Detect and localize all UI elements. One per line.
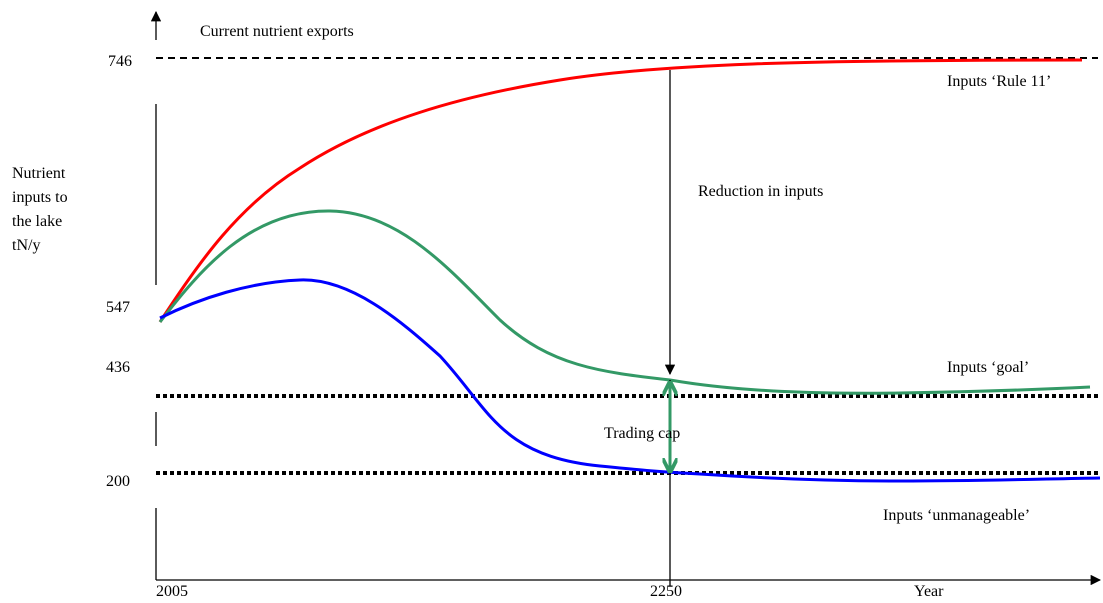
series-rule11-line	[158, 58, 1083, 323]
x-tick-label-2250: 2250	[650, 583, 682, 600]
y-tick-436: 436	[106, 359, 130, 376]
series-unmanageable-label: Inputs ‘unmanageable’	[883, 507, 1031, 524]
trading-cap-annotation: Trading cap	[604, 425, 681, 442]
y-axis-label: Nutrient inputs to the lake tN/y	[12, 165, 68, 254]
x-axis-label: Year	[914, 583, 944, 600]
series-goal-line	[158, 209, 1091, 395]
y-tick-200: 200	[106, 473, 130, 490]
series-goal-label: Inputs ‘goal’	[947, 359, 1030, 376]
y-tick-746: 746	[108, 53, 132, 70]
current-exports-label: Current nutrient exports	[200, 23, 354, 40]
series-unmanageable-line	[159, 278, 1101, 483]
reduction-annotation: Reduction in inputs	[698, 183, 824, 200]
series-rule11-label: Inputs ‘Rule 11’	[947, 73, 1052, 90]
y-tick-547: 547	[106, 299, 130, 316]
x-tick-2005: 2005	[156, 583, 188, 600]
